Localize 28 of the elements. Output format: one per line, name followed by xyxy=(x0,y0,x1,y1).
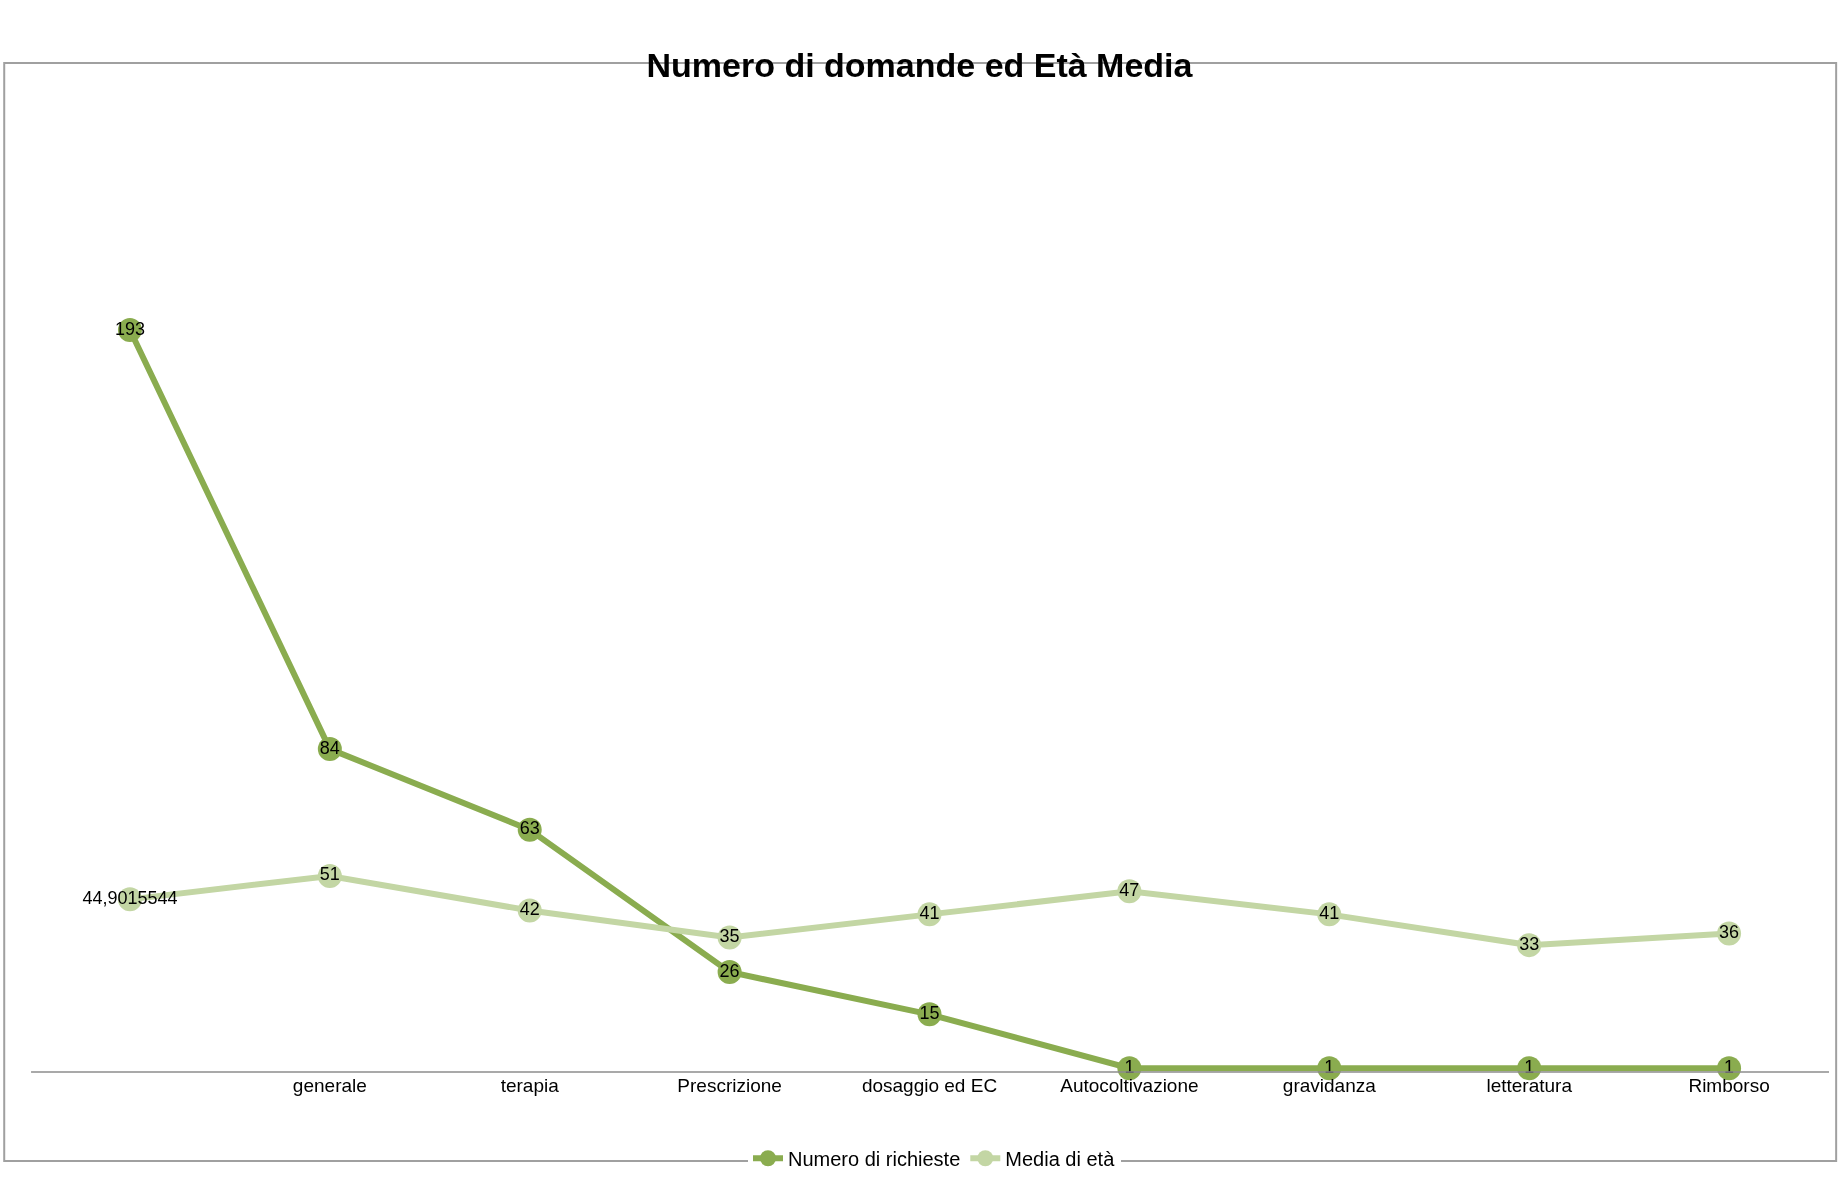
data-label: 51 xyxy=(319,864,340,885)
data-label: 1 xyxy=(1724,1056,1735,1077)
legend-label: Media di età xyxy=(1005,1148,1116,1171)
x-tick-label: Autocoltivazione xyxy=(1060,1075,1199,1096)
data-label: 63 xyxy=(519,818,540,839)
x-tick-label: terapia xyxy=(500,1075,560,1096)
data-label: 42 xyxy=(519,899,540,920)
x-tick-label: gravidanza xyxy=(1282,1075,1377,1096)
chart-title: Numero di domande ed Età Media xyxy=(646,46,1194,85)
data-label: 84 xyxy=(319,737,340,758)
legend-label: Numero di richieste xyxy=(788,1148,961,1171)
data-label: 26 xyxy=(719,960,740,981)
data-label: 33 xyxy=(1519,933,1540,954)
data-label: 15 xyxy=(919,1002,940,1023)
x-tick-label: letteratura xyxy=(1486,1075,1573,1096)
data-label: 41 xyxy=(919,902,940,923)
data-label: 1 xyxy=(1524,1056,1535,1077)
data-label: 1 xyxy=(1124,1056,1135,1077)
data-label: 44,9015544 xyxy=(82,887,178,908)
data-label: 1 xyxy=(1324,1056,1335,1077)
data-label: 41 xyxy=(1319,902,1340,923)
x-tick-label: Prescrizione xyxy=(677,1075,782,1096)
x-tick-label: dosaggio ed EC xyxy=(861,1075,998,1096)
data-label: 36 xyxy=(1719,922,1740,943)
x-tick-label: Rimborso xyxy=(1688,1075,1770,1096)
data-label: 35 xyxy=(719,925,740,946)
data-label: 47 xyxy=(1119,879,1140,900)
x-tick-label: generale xyxy=(292,1075,367,1096)
